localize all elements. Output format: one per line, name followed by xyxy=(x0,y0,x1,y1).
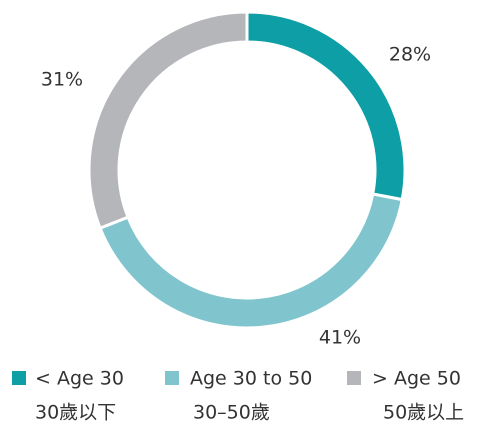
legend-swatch xyxy=(165,371,179,385)
legend-label: > Age 50 xyxy=(372,368,461,390)
data-label: 28% xyxy=(389,44,431,66)
data-label: 31% xyxy=(41,69,83,91)
legend-swatch xyxy=(12,371,26,385)
legend-swatch xyxy=(347,371,361,385)
donut-segment xyxy=(98,192,404,330)
legend-label: < Age 30 xyxy=(35,368,124,390)
donut-segment xyxy=(245,10,407,202)
data-label: 41% xyxy=(319,327,361,349)
legend-sublabel: 30–50歲 xyxy=(193,402,270,424)
donut-segment xyxy=(87,10,249,231)
legend-label: Age 30 to 50 xyxy=(190,368,312,390)
legend-sublabel: 50歲以上 xyxy=(383,402,464,424)
legend-sublabel: 30歲以下 xyxy=(35,402,116,424)
